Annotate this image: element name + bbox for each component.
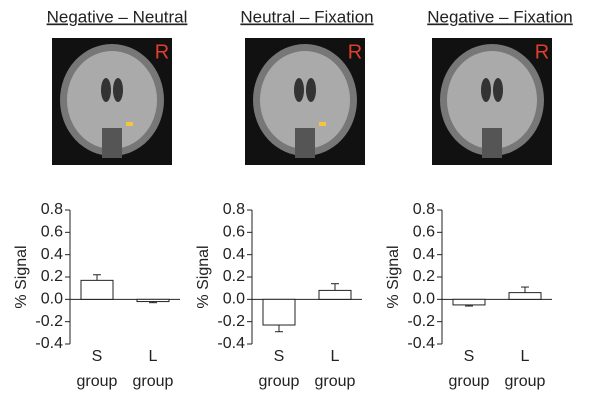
y-tick-label: -0.2 — [407, 313, 435, 330]
figure: Negative – Neutral R 0.8 0.6 0.4 0.2 0.0 -0.2 -0… — [0, 0, 598, 397]
y-tick-label: 0.2 — [413, 268, 435, 285]
activation — [319, 122, 326, 126]
brain-ventricle — [294, 78, 304, 102]
brain-ventricle — [493, 78, 503, 102]
y-axis-label: % Signal — [13, 245, 30, 308]
brain-stem — [482, 128, 502, 158]
bar — [263, 299, 295, 325]
y-tick-label: 0.6 — [413, 224, 435, 241]
y-tick-label: 0.6 — [41, 224, 63, 241]
bar — [509, 293, 541, 300]
bar — [137, 299, 169, 301]
y-tick-label: 0.8 — [223, 201, 245, 218]
panel-title: Negative – Neutral — [47, 7, 188, 26]
brain-ventricle — [481, 78, 491, 102]
y-tick-label: 0.4 — [223, 246, 245, 263]
y-tick-label: -0.2 — [217, 313, 245, 330]
y-tick-label: -0.2 — [35, 313, 63, 330]
brain-ventricle — [113, 78, 123, 102]
hemisphere-label: R — [535, 41, 549, 63]
hemisphere-label: R — [348, 41, 362, 63]
y-tick-label: 0.4 — [413, 246, 435, 263]
panel-title: Neutral – Fixation — [240, 7, 373, 26]
activation — [126, 122, 133, 126]
y-axis-label: % Signal — [195, 245, 212, 308]
bar — [453, 299, 485, 305]
brain-stem — [102, 128, 122, 158]
y-tick-label: -0.4 — [407, 335, 435, 352]
panel-title: Negative – Fixation — [427, 7, 573, 26]
y-tick-label: 0.6 — [223, 224, 245, 241]
y-tick-label: 0.0 — [41, 291, 63, 308]
y-tick-label: 0.2 — [41, 268, 63, 285]
bar — [319, 290, 351, 299]
brain-ventricle — [101, 78, 111, 102]
y-tick-label: 0.4 — [41, 246, 63, 263]
y-tick-label: -0.4 — [35, 335, 63, 352]
y-tick-label: -0.4 — [217, 335, 245, 352]
bar — [81, 280, 113, 299]
hemisphere-label: R — [155, 41, 169, 63]
y-tick-label: 0.0 — [413, 291, 435, 308]
y-tick-label: 0.8 — [413, 201, 435, 218]
brain-stem — [295, 128, 315, 158]
y-axis-label: % Signal — [385, 245, 402, 308]
y-tick-label: 0.0 — [223, 291, 245, 308]
y-tick-label: 0.2 — [223, 268, 245, 285]
brain-ventricle — [306, 78, 316, 102]
y-tick-label: 0.8 — [41, 201, 63, 218]
